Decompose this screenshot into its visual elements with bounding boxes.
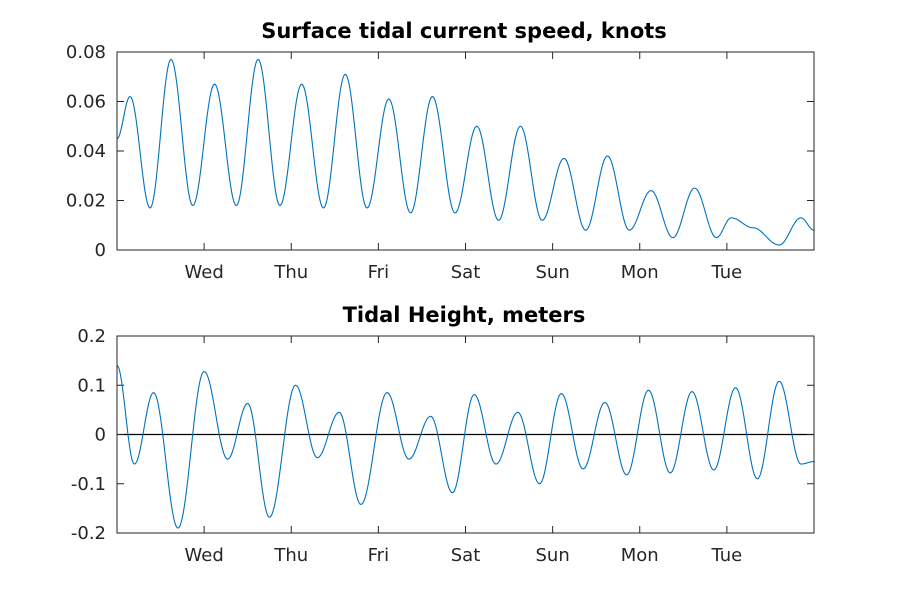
tidal-height-x-tick-label: Fri	[368, 545, 389, 566]
tidal-height-y-tick-label: -0.1	[71, 474, 106, 495]
tidal-height-panel: Tidal Height, meters Wed Thu Fri Sat Sun Mon T…	[71, 303, 815, 566]
tidal-height-y-tick-label: 0.2	[77, 326, 106, 347]
tidal-height-title: Tidal Height, meters	[343, 303, 586, 327]
current-speed-y-tick-label: 0.08	[66, 42, 106, 63]
current-speed-x-tick-label: Tue	[711, 262, 743, 283]
current-speed-x-tick-label: Sun	[536, 262, 570, 283]
current-speed-x-tick-label: Wed	[185, 262, 224, 283]
tidal-height-x-tick-label: Mon	[621, 545, 659, 566]
tidal-height-axes	[116, 335, 815, 534]
current-speed-x-tick-label: Thu	[273, 262, 308, 283]
current-speed-x-tick-label: Mon	[621, 262, 659, 283]
current-speed-y-tick-label: 0.02	[66, 191, 106, 212]
tidal-height-x-ticks: Wed Thu Fri Sat Sun Mon Tue	[185, 336, 743, 566]
current-speed-panel: Surface tidal current speed, knots Wed Th…	[66, 19, 815, 283]
tidal-height-y-tick-label: -0.2	[71, 523, 106, 544]
tidal-height-x-tick-label: Sun	[536, 545, 570, 566]
tidal-height-y-ticks: -0.2 -0.1 0 0.1 0.2	[71, 326, 814, 544]
current-speed-x-tick-label: Sat	[451, 262, 481, 283]
tidal-height-x-tick-label: Tue	[711, 545, 743, 566]
tidal-height-line	[116, 365, 815, 529]
tidal-height-x-tick-label: Sat	[451, 545, 481, 566]
current-speed-y-tick-label: 0.06	[66, 92, 106, 113]
current-speed-axes	[116, 51, 815, 251]
current-speed-y-tick-label: 0	[95, 240, 106, 261]
current-speed-title: Surface tidal current speed, knots	[261, 19, 667, 43]
current-speed-x-tick-label: Fri	[368, 262, 389, 283]
current-speed-x-ticks: Wed Thu Fri Sat Sun Mon Tue	[185, 52, 743, 283]
tidal-height-y-tick-label: 0.1	[77, 375, 106, 396]
tidal-height-y-tick-label: 0	[95, 425, 106, 446]
current-speed-y-tick-label: 0.04	[66, 141, 106, 162]
current-speed-line	[116, 58, 815, 246]
tidal-height-x-tick-label: Wed	[185, 545, 224, 566]
current-speed-y-ticks: 0 0.02 0.04 0.06 0.08	[66, 42, 814, 261]
tidal-height-x-tick-label: Thu	[273, 545, 308, 566]
